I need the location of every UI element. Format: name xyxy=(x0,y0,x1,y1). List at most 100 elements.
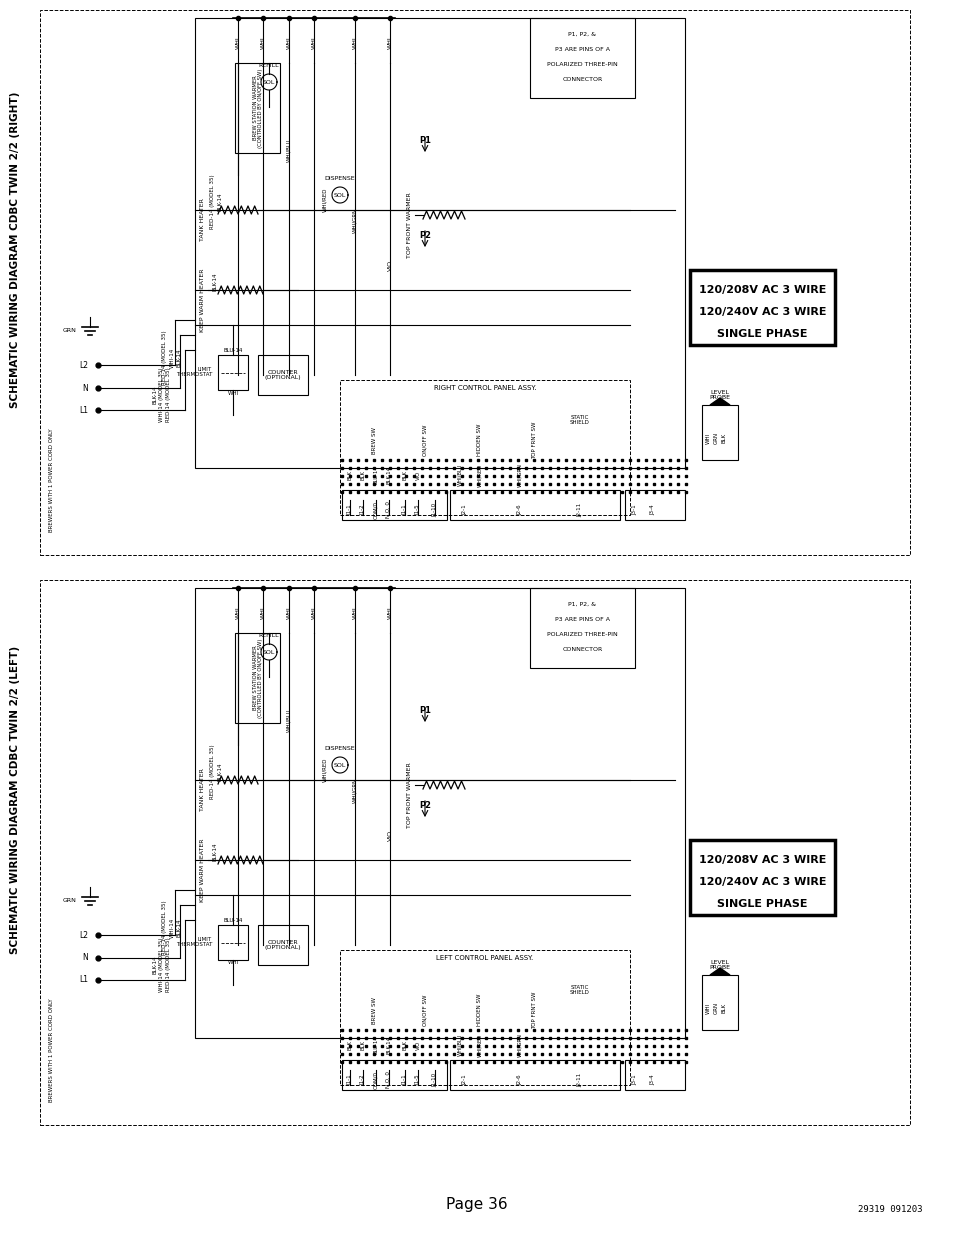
Text: RED-14 (MODEL 35): RED-14 (MODEL 35) xyxy=(211,174,215,230)
Text: CONNECTOR: CONNECTOR xyxy=(561,646,602,652)
Text: WHI/GRN: WHI/GRN xyxy=(517,463,522,487)
Text: COUNTER
(OPTIONAL): COUNTER (OPTIONAL) xyxy=(264,940,301,951)
Text: SCHEMATIC WIRING DIAGRAM CDBC TWIN 2/2 (RIGHT): SCHEMATIC WIRING DIAGRAM CDBC TWIN 2/2 (… xyxy=(10,91,20,409)
Text: J1-10: J1-10 xyxy=(432,1073,437,1087)
Text: BLU-14: BLU-14 xyxy=(223,918,242,923)
Text: BLK: BLK xyxy=(360,1040,365,1050)
Text: 120/208V AC 3 WIRE: 120/208V AC 3 WIRE xyxy=(699,855,825,864)
Text: HIDDEN SW: HIDDEN SW xyxy=(477,424,482,456)
Text: WHI: WHI xyxy=(352,606,357,620)
Text: WHI/GRN: WHI/GRN xyxy=(352,207,357,232)
Text: DISPENSE: DISPENSE xyxy=(324,175,355,180)
Bar xyxy=(624,1060,684,1091)
Text: WHI: WHI xyxy=(286,37,292,49)
Text: WHI: WHI xyxy=(312,37,316,49)
Text: RIGHT CONTROL PANEL ASSY.: RIGHT CONTROL PANEL ASSY. xyxy=(434,385,536,391)
Text: BREW STATION WARMER
(CONTROLLED BY ON/OFF SW): BREW STATION WARMER (CONTROLLED BY ON/OF… xyxy=(253,638,263,718)
Text: REFILL: REFILL xyxy=(258,63,279,68)
Text: CONNECTOR: CONNECTOR xyxy=(561,77,602,82)
Text: BLK-14: BLK-14 xyxy=(217,193,222,211)
Text: P3 ARE PINS OF A: P3 ARE PINS OF A xyxy=(555,616,609,621)
Text: BREWERS WITH 1 POWER CORD ONLY: BREWERS WITH 1 POWER CORD ONLY xyxy=(50,429,54,532)
Text: J1-2: J1-2 xyxy=(360,1074,365,1086)
Text: SOL: SOL xyxy=(334,762,346,767)
Text: WHI: WHI xyxy=(387,606,392,620)
Text: P1, P2, &: P1, P2, & xyxy=(568,601,596,606)
Text: L2: L2 xyxy=(79,361,88,369)
Bar xyxy=(624,490,684,520)
Bar xyxy=(40,580,909,1125)
Text: 120/240V AC 3 WIRE: 120/240V AC 3 WIRE xyxy=(698,877,825,887)
Text: TOP FRONT WARMER: TOP FRONT WARMER xyxy=(407,762,412,827)
Text: SOL: SOL xyxy=(262,79,274,84)
Text: BLK-14: BLK-14 xyxy=(152,956,157,974)
Text: DISPENSE: DISPENSE xyxy=(324,746,355,751)
Bar xyxy=(701,974,738,1030)
Text: BREW SW: BREW SW xyxy=(372,997,377,1024)
Text: BLK-14: BLK-14 xyxy=(176,919,181,937)
Text: ON/OFF SW: ON/OFF SW xyxy=(422,994,427,1026)
Text: SOL: SOL xyxy=(262,650,274,655)
Text: BLU-14: BLU-14 xyxy=(374,466,378,484)
Text: WHI: WHI xyxy=(705,1003,710,1014)
Text: J2-11: J2-11 xyxy=(577,1073,582,1087)
Text: J3-4: J3-4 xyxy=(650,1074,655,1086)
Text: N: N xyxy=(82,953,88,962)
Text: KEEP WARM HEATER: KEEP WARM HEATER xyxy=(200,839,205,902)
Text: GRN: GRN xyxy=(713,1002,718,1014)
Text: WHI: WHI xyxy=(260,606,265,620)
Text: J1-1: J1-1 xyxy=(347,1074,352,1086)
Text: WHI-14: WHI-14 xyxy=(170,918,174,939)
Text: N: N xyxy=(82,384,88,393)
Text: TOP FRNT SW: TOP FRNT SW xyxy=(532,421,537,458)
Bar xyxy=(234,634,280,722)
Text: 120/240V AC 3 WIRE: 120/240V AC 3 WIRE xyxy=(698,308,825,317)
Text: P2: P2 xyxy=(418,231,431,240)
Text: POLARIZED THREE-PIN: POLARIZED THREE-PIN xyxy=(547,631,618,636)
Text: J3-1: J3-1 xyxy=(632,1074,637,1086)
Text: J1-5: J1-5 xyxy=(416,505,420,515)
Text: WHI: WHI xyxy=(235,37,240,49)
Text: J2-1: J2-1 xyxy=(462,1074,467,1086)
Bar xyxy=(450,490,619,520)
Text: L2: L2 xyxy=(79,930,88,940)
Text: COM/0: COM/0 xyxy=(374,501,378,519)
Text: LIMIT
THERMOSTAT: LIMIT THERMOSTAT xyxy=(175,367,212,378)
Text: WHI-14: WHI-14 xyxy=(170,348,174,368)
Bar xyxy=(450,1060,619,1091)
Text: BLU-14: BLU-14 xyxy=(374,1036,378,1055)
Text: WHI/BLU: WHI/BLU xyxy=(286,138,292,162)
Text: RED-14 (MODEL 35): RED-14 (MODEL 35) xyxy=(167,368,172,422)
Text: 120/208V AC 3 WIRE: 120/208V AC 3 WIRE xyxy=(699,285,825,295)
Text: BLK: BLK xyxy=(402,1040,407,1050)
Text: BLK: BLK xyxy=(347,471,352,480)
Text: 29319 091203: 29319 091203 xyxy=(857,1205,922,1214)
Text: J3-1: J3-1 xyxy=(632,505,637,515)
Text: RED-14 (MODEL 35): RED-14 (MODEL 35) xyxy=(162,331,168,385)
Text: BLK: BLK xyxy=(720,433,726,443)
Text: WHI/GRN: WHI/GRN xyxy=(352,777,357,803)
Text: WHI-14 (MODEL 35): WHI-14 (MODEL 35) xyxy=(159,937,164,992)
Text: STATIC
SHIELD: STATIC SHIELD xyxy=(570,984,589,995)
Text: BLK: BLK xyxy=(720,1003,726,1013)
Text: J1-10: J1-10 xyxy=(432,503,437,517)
Text: WHI: WHI xyxy=(227,961,238,966)
Text: BREW STATION WARMER
(CONTROLLED BY ON/OFF SW): BREW STATION WARMER (CONTROLLED BY ON/OF… xyxy=(253,68,263,148)
Text: BLK-14: BLK-14 xyxy=(152,385,157,404)
Bar xyxy=(339,950,629,1086)
Bar xyxy=(689,840,834,915)
Text: J1-1: J1-1 xyxy=(347,505,352,515)
Text: WHI: WHI xyxy=(312,606,316,620)
Text: BLU-14: BLU-14 xyxy=(223,347,242,352)
Text: VIO: VIO xyxy=(416,1040,420,1050)
Text: WHI: WHI xyxy=(286,606,292,620)
Text: WHI/RED: WHI/RED xyxy=(477,1034,482,1057)
Text: REFILL: REFILL xyxy=(258,632,279,637)
Bar xyxy=(257,354,308,395)
Text: COUNTER
(OPTIONAL): COUNTER (OPTIONAL) xyxy=(264,369,301,380)
Text: BLK-14: BLK-14 xyxy=(176,348,181,367)
Text: ON/OFF SW: ON/OFF SW xyxy=(422,425,427,456)
Text: J1-2: J1-2 xyxy=(360,505,365,515)
Text: TANK HEATER: TANK HEATER xyxy=(200,199,205,241)
Bar xyxy=(530,19,635,98)
